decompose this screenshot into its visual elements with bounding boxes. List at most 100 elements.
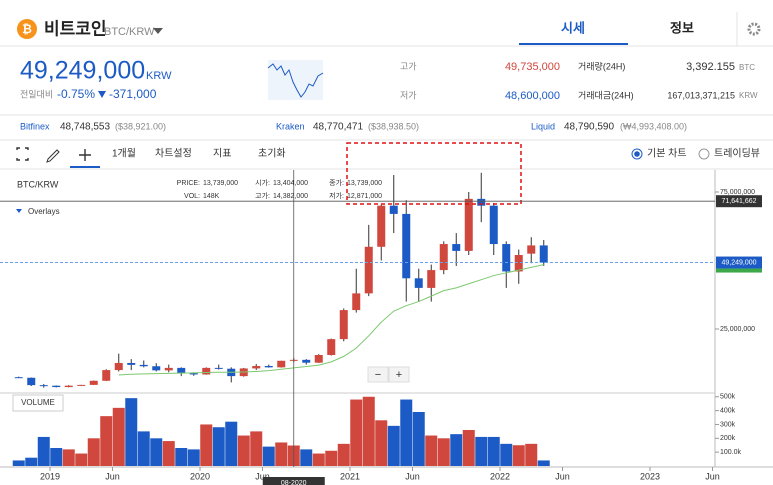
change-amount: -371,000 — [109, 87, 157, 101]
candle-body — [189, 373, 198, 375]
volume-bar — [100, 416, 113, 466]
chart-mode[interactable]: 트레이딩뷰 — [714, 148, 760, 160]
chart-mode[interactable]: 기본 차트 — [647, 148, 687, 160]
dropdown[interactable] — [153, 28, 163, 34]
last-price-label: 49,249,000 — [721, 259, 756, 266]
zoom-out-label[interactable]: − — [375, 369, 381, 381]
candle-body — [139, 364, 148, 367]
candle-body — [514, 255, 523, 272]
stat-label: 거래량(24H) — [578, 60, 625, 71]
toolbar-item[interactable]: 지표 — [213, 148, 231, 160]
moving-average — [118, 264, 544, 376]
tab[interactable]: 정보 — [670, 20, 694, 35]
tab[interactable]: 시세 — [561, 20, 585, 35]
volume-bar — [400, 399, 413, 466]
tooltip-name: 고가: — [255, 191, 270, 200]
volume-bar — [175, 448, 188, 466]
last-volume-tag — [716, 268, 762, 273]
price-unit: KRW — [146, 70, 172, 82]
draw-icon[interactable] — [46, 149, 60, 163]
volume-bar — [425, 435, 438, 466]
x-tick-label: Jun — [705, 471, 720, 481]
candle-body — [39, 385, 48, 387]
crosshair-x-tag — [262, 477, 325, 485]
crosshair-x-label: 08-2020 — [281, 480, 307, 485]
volume-bar — [350, 399, 363, 466]
candle-body — [414, 278, 423, 288]
volume-bar — [337, 443, 350, 466]
volume-bar — [375, 420, 388, 466]
tooltip-value: 14,382,000 — [273, 193, 308, 200]
candle-body — [489, 205, 498, 245]
zoom-out[interactable] — [367, 366, 389, 383]
candle-body — [402, 213, 411, 279]
exchange-price: 48,790,590 — [564, 122, 614, 133]
zoom-in[interactable] — [388, 366, 410, 383]
tooltip-name: PRICE: — [177, 180, 200, 187]
tooltip-name: 시가: — [255, 178, 270, 187]
tooltip-value: 13,739,000 — [347, 180, 382, 187]
x-tick-label: 2023 — [640, 471, 660, 481]
candle-body — [64, 385, 73, 388]
volume-bar — [112, 407, 125, 466]
tool-underline — [70, 166, 100, 168]
settings-icon[interactable] — [747, 22, 761, 36]
candle-body — [427, 270, 436, 288]
volume-bar — [275, 442, 288, 466]
exchange-usd: ($38,921.00) — [115, 121, 166, 131]
stat-value: 48,600,000 — [505, 90, 560, 102]
coin-name: 비트코인 — [44, 19, 107, 38]
exchange-name: Kraken — [276, 121, 305, 131]
volume-bar — [325, 450, 338, 466]
overlays[interactable]: Overlays — [28, 207, 60, 216]
volume-bar — [262, 446, 275, 466]
radio-dot — [634, 151, 640, 157]
exchange-usd: ($38,938.50) — [368, 121, 419, 131]
volume-bar — [37, 436, 50, 466]
tooltip-name: 종가: — [329, 178, 344, 187]
volume-bar — [387, 425, 400, 466]
volume-legend-box — [12, 394, 64, 412]
candle-body — [377, 205, 386, 247]
radio[interactable] — [698, 148, 710, 160]
highlight-box — [346, 142, 522, 205]
volume-bar — [437, 438, 450, 466]
volume-bar — [500, 443, 513, 466]
candle-body — [89, 380, 98, 385]
candle-body — [327, 339, 336, 356]
chart-pair: BTC/KRW — [17, 179, 59, 189]
candle-body — [114, 362, 123, 371]
last-price-tag — [716, 256, 762, 269]
sparkline — [267, 63, 324, 98]
candle-body — [14, 377, 23, 379]
fullscreen-icon[interactable] — [16, 147, 29, 161]
toolbar-item[interactable]: 차트설정 — [155, 148, 192, 160]
change-label: 전일대비 — [20, 89, 53, 99]
y-tick-label: 75,000,000 — [720, 189, 755, 196]
zoom-in-label[interactable]: + — [396, 369, 402, 381]
exchange-name: Liquid — [531, 121, 555, 131]
x-tick-label: 2021 — [340, 471, 360, 481]
candle-body — [52, 385, 61, 388]
candle-body — [177, 367, 186, 374]
volume-bar — [450, 434, 463, 466]
crosshair-y-tag — [716, 195, 762, 208]
x-tick-label: Jun — [405, 471, 420, 481]
candle-body — [539, 245, 548, 263]
candle-body — [389, 205, 398, 214]
toolbar-item[interactable]: 1개월 — [112, 148, 136, 160]
crosshair-icon[interactable] — [79, 149, 91, 161]
v-tick-label: 100.0k — [720, 449, 742, 456]
volume-bar — [237, 435, 250, 466]
volume-bar — [225, 421, 238, 466]
exchange-price: 48,770,471 — [313, 122, 363, 133]
overlay-toggle[interactable] — [16, 209, 22, 213]
exchange-name: Bitfinex — [20, 121, 50, 131]
volume-bar — [362, 396, 375, 466]
v-tick-label: 500k — [720, 394, 736, 401]
volume-bar — [512, 445, 525, 466]
volume-bar — [75, 453, 88, 466]
radio[interactable] — [631, 148, 643, 160]
toolbar-item[interactable]: 초기화 — [258, 148, 286, 160]
volume-bar — [12, 460, 25, 466]
